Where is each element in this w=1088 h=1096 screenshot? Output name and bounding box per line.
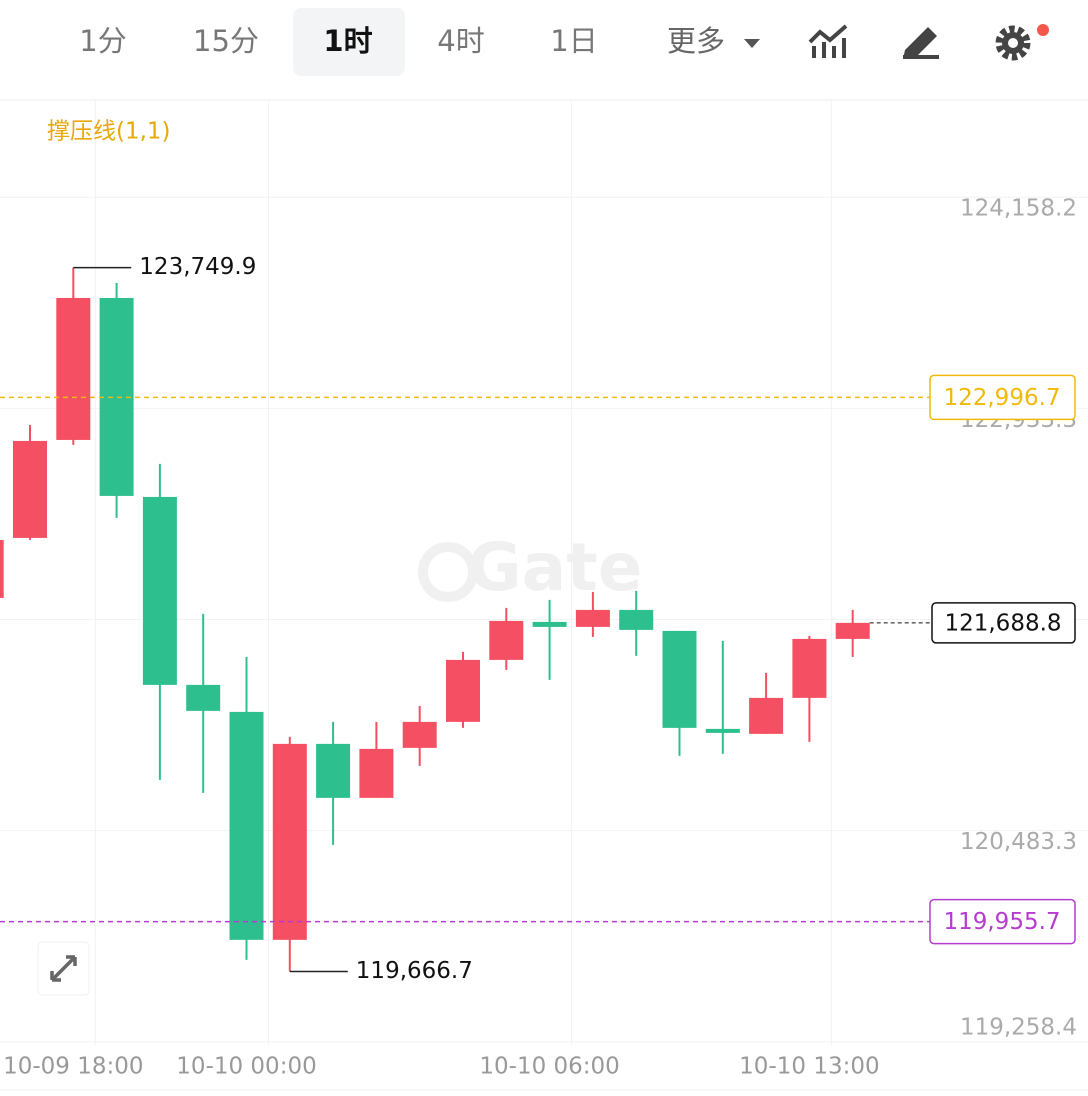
grid: 124,158.2122,933.3121,708.4120,483.3119,… — [0, 100, 1088, 1080]
candle-body — [272, 743, 307, 940]
candle-body — [446, 659, 480, 722]
interval-tab[interactable]: 1分 — [79, 24, 126, 58]
interval-tab[interactable]: 1日 — [550, 24, 597, 58]
candle-body — [619, 609, 654, 630]
candle-body — [835, 622, 870, 639]
x-tick-label: 10-09 18:00 — [3, 1054, 143, 1080]
candle-body — [186, 684, 221, 711]
draw-icon[interactable] — [903, 27, 939, 59]
watermark-group: Gate — [418, 529, 643, 606]
interval-tab[interactable]: 4时 — [437, 24, 484, 58]
price-label-box — [929, 374, 1076, 421]
watermark-logo — [418, 542, 478, 602]
candle-body — [316, 743, 351, 798]
more-tab[interactable]: 更多 — [667, 24, 725, 58]
expand-button[interactable] — [37, 941, 90, 996]
x-tick-label: 10-10 00:00 — [176, 1054, 316, 1080]
price-label-box — [929, 898, 1076, 945]
candle-body — [662, 630, 697, 728]
candle-body — [532, 621, 567, 627]
candle-body — [489, 620, 524, 660]
candle-body — [142, 496, 177, 685]
candle-body — [749, 697, 784, 734]
watermark: Gate — [467, 529, 642, 606]
y-tick-label: 124,158.2 — [960, 196, 1077, 222]
settings-icon[interactable] — [995, 24, 1049, 61]
price-label: 122,996.7 — [943, 385, 1060, 411]
interval-tab[interactable]: 15分 — [193, 24, 259, 58]
y-tick-label: 119,258.4 — [960, 1015, 1077, 1041]
candle-body — [792, 638, 827, 698]
overlay: 123,749.9 119,666.7 122,996.7 119,955.7 121,… — [0, 254, 1076, 984]
dropdown-arrow[interactable] — [744, 39, 760, 48]
candle-body — [13, 440, 47, 538]
candle-body — [705, 728, 740, 733]
price-label: 119,955.7 — [943, 909, 1060, 935]
candle-body — [229, 711, 264, 940]
y-tick-label: 120,483.3 — [960, 829, 1077, 855]
toolbar: 1分 15分 1时 4时 1日 更多 — [0, 8, 1088, 101]
x-tick-label: 10-10 13:00 — [739, 1054, 879, 1080]
last-price-box — [931, 602, 1076, 644]
candle-body — [359, 748, 394, 798]
low-label: 119,666.7 — [356, 958, 473, 984]
interval-tab[interactable]: 1时 — [323, 24, 372, 58]
high-label: 123,749.9 — [139, 254, 256, 280]
candles — [0, 267, 870, 972]
last-price-label: 121,688.8 — [944, 610, 1061, 636]
selected-bg — [293, 8, 405, 76]
indicator-icon[interactable] — [808, 24, 848, 58]
candle-body — [402, 721, 437, 748]
candle-body — [575, 609, 610, 627]
legend-text: 撑压线(1,1) — [47, 119, 171, 145]
candle-body — [0, 539, 4, 598]
x-tick-label: 10-10 06:00 — [479, 1054, 619, 1080]
candle-body — [56, 297, 91, 440]
